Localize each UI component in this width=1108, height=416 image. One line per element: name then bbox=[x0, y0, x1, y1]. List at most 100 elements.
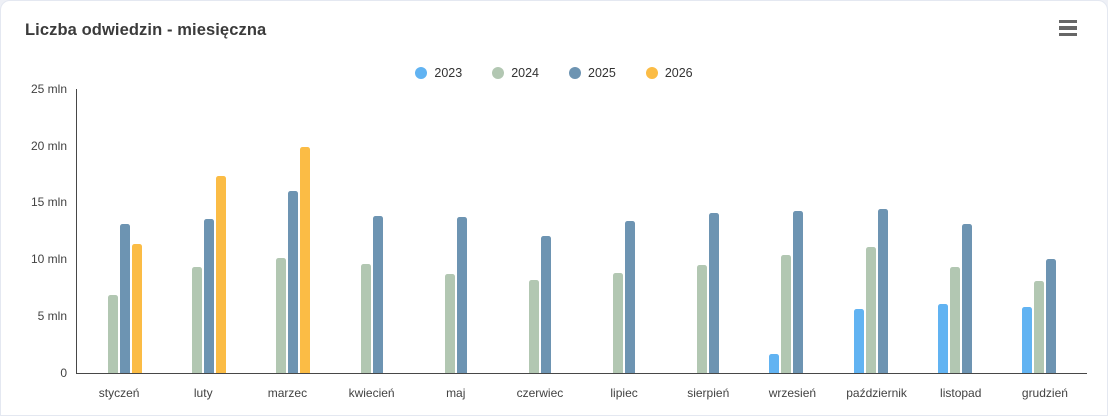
bar-2024-marzec[interactable] bbox=[276, 257, 287, 373]
x-category-label: październik bbox=[846, 385, 907, 400]
y-tick-label: 5 mln bbox=[37, 308, 67, 323]
bar-slot bbox=[865, 89, 877, 373]
bar-2025-kwiecień[interactable] bbox=[372, 216, 383, 373]
bar-group-październik bbox=[835, 89, 919, 373]
bar-2026-marzec[interactable] bbox=[300, 146, 311, 373]
bar-2023-wrzesień[interactable] bbox=[769, 354, 780, 373]
bar-2025-czerwiec[interactable] bbox=[540, 236, 551, 373]
bar-2024-luty[interactable] bbox=[192, 267, 203, 373]
x-category-label: styczeń bbox=[98, 385, 140, 400]
y-axis-line bbox=[75, 89, 77, 374]
bar-slot bbox=[263, 89, 275, 373]
bar-slot bbox=[624, 89, 636, 373]
bar-group-styczeń bbox=[77, 89, 161, 373]
bar-slot bbox=[877, 89, 889, 373]
bar-slot bbox=[384, 89, 396, 373]
bar-slot bbox=[961, 89, 973, 373]
bar-slot bbox=[119, 89, 131, 373]
bar-2024-listopad[interactable] bbox=[949, 267, 960, 373]
bar-2024-październik[interactable] bbox=[865, 246, 876, 373]
bar-2025-maj[interactable] bbox=[456, 217, 467, 373]
legend-item-2023[interactable]: 2023 bbox=[415, 66, 462, 80]
legend-marker-icon bbox=[492, 67, 505, 79]
legend-item-2025[interactable]: 2025 bbox=[569, 66, 616, 80]
bar-2025-marzec[interactable] bbox=[288, 191, 299, 373]
legend-label: 2026 bbox=[664, 66, 693, 80]
bar-slot bbox=[528, 89, 540, 373]
bar-2024-lipiec[interactable] bbox=[613, 272, 624, 373]
bar-slot bbox=[179, 89, 191, 373]
bar-slot bbox=[792, 89, 804, 373]
bar-2023-grudzień[interactable] bbox=[1021, 306, 1032, 373]
bar-group-kwiecień bbox=[330, 89, 414, 373]
bar-slot bbox=[468, 89, 480, 373]
bar-slot bbox=[360, 89, 372, 373]
y-tick-label: 20 mln bbox=[30, 138, 67, 153]
bar-2025-grudzień[interactable] bbox=[1045, 259, 1056, 373]
bar-slot bbox=[768, 89, 780, 373]
bar-2025-lipiec[interactable] bbox=[625, 220, 636, 373]
bar-slot bbox=[372, 89, 384, 373]
bar-slot bbox=[287, 89, 299, 373]
bar-slot bbox=[889, 89, 901, 373]
bar-2024-grudzień[interactable] bbox=[1033, 280, 1044, 373]
bar-slot bbox=[432, 89, 444, 373]
x-category-label: kwiecień bbox=[348, 385, 395, 400]
hamburger-icon bbox=[1059, 19, 1077, 37]
bar-2026-luty[interactable] bbox=[216, 176, 227, 373]
bar-2023-październik[interactable] bbox=[853, 309, 864, 373]
bar-slot bbox=[684, 89, 696, 373]
legend: 2023 2024 2025 2026 bbox=[1, 66, 1107, 80]
bar-slot bbox=[1057, 89, 1069, 373]
bar-slot bbox=[540, 89, 552, 373]
bar-2026-styczeń[interactable] bbox=[132, 244, 143, 373]
x-category-label: maj bbox=[446, 385, 466, 400]
chart-title: Liczba odwiedzin - miesięczna bbox=[25, 21, 267, 39]
bar-slot bbox=[1045, 89, 1057, 373]
legend-label: 2024 bbox=[511, 66, 539, 80]
bar-2025-luty[interactable] bbox=[204, 219, 215, 373]
bar-2025-listopad[interactable] bbox=[961, 223, 972, 373]
bar-group-grudzień bbox=[1003, 89, 1087, 373]
bar-group-marzec bbox=[245, 89, 329, 373]
x-axis-line bbox=[75, 372, 1087, 374]
bar-2024-styczeń[interactable] bbox=[108, 295, 119, 373]
bar-slot bbox=[600, 89, 612, 373]
bar-2024-wrzesień[interactable] bbox=[781, 254, 792, 373]
bar-slot bbox=[973, 89, 985, 373]
bar-2023-listopad[interactable] bbox=[937, 304, 948, 373]
bar-2024-sierpień[interactable] bbox=[697, 264, 708, 373]
bar-2025-październik[interactable] bbox=[877, 209, 888, 373]
bar-2025-sierpień[interactable] bbox=[709, 212, 720, 373]
context-menu-button[interactable] bbox=[1055, 15, 1081, 41]
bar-slot bbox=[348, 89, 360, 373]
bar-2025-wrzesień[interactable] bbox=[793, 211, 804, 373]
bar-slot bbox=[299, 89, 311, 373]
bar-2024-czerwiec[interactable] bbox=[528, 279, 539, 373]
legend-marker-icon bbox=[415, 67, 428, 79]
bar-group-maj bbox=[414, 89, 498, 373]
bar-slot bbox=[552, 89, 564, 373]
bar-2024-kwiecień[interactable] bbox=[360, 263, 371, 373]
legend-item-2024[interactable]: 2024 bbox=[492, 66, 539, 80]
legend-item-2026[interactable]: 2026 bbox=[645, 66, 693, 80]
legend-marker-icon bbox=[645, 67, 658, 79]
bar-slot bbox=[780, 89, 792, 373]
bar-group-lipiec bbox=[582, 89, 666, 373]
x-category-label: wrzesień bbox=[768, 385, 817, 400]
bar-slot bbox=[516, 89, 528, 373]
bar-slot bbox=[107, 89, 119, 373]
bar-slot bbox=[853, 89, 865, 373]
bar-slot bbox=[720, 89, 732, 373]
bar-slot bbox=[612, 89, 624, 373]
bar-slot bbox=[95, 89, 107, 373]
bar-2024-maj[interactable] bbox=[444, 273, 455, 373]
bar-slot bbox=[456, 89, 468, 373]
bar-slot bbox=[131, 89, 143, 373]
bar-2025-styczeń[interactable] bbox=[120, 223, 131, 373]
legend-marker-icon bbox=[569, 67, 581, 79]
legend-label: 2023 bbox=[434, 66, 463, 80]
bar-slot bbox=[203, 89, 215, 373]
